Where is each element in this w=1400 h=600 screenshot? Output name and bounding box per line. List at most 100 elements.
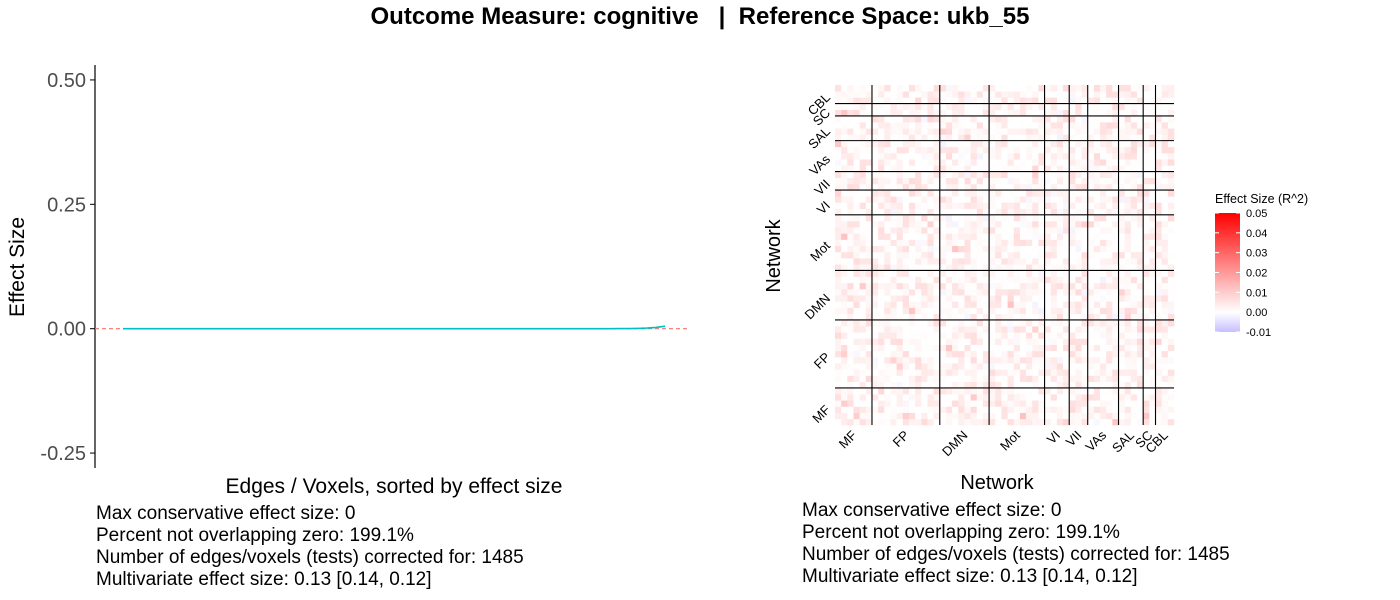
heatmap-cell — [1124, 418, 1132, 426]
heatmap-cell — [915, 153, 922, 160]
heatmap-cell — [970, 412, 978, 420]
heatmap-cell — [871, 202, 879, 209]
heatmap-cell — [970, 233, 978, 240]
heatmap-cell — [1013, 369, 1021, 376]
heatmap-cell — [1130, 363, 1138, 370]
heatmap-cell — [1038, 258, 1045, 265]
heatmap-cell — [921, 177, 928, 185]
heatmap-cell — [1149, 122, 1156, 129]
heatmap-cell — [921, 375, 928, 383]
heatmap-cell — [1118, 363, 1125, 370]
heatmap-cell — [1130, 406, 1138, 413]
heatmap-cell — [1038, 344, 1045, 352]
heatmap-y-tick-label: VII — [811, 176, 833, 198]
heatmap-cell — [1044, 418, 1052, 426]
heatmap-cell — [1075, 85, 1082, 92]
heatmap-cell — [896, 227, 904, 234]
heatmap-cell — [1001, 214, 1008, 222]
heatmap-cell — [1093, 400, 1101, 407]
heatmap-cell — [1050, 412, 1058, 420]
heatmap-cell — [933, 245, 941, 253]
heatmap-cell — [1019, 239, 1027, 247]
heatmap-cell — [952, 214, 959, 222]
heatmap-cell — [1013, 400, 1021, 407]
heatmap-cell — [1001, 221, 1008, 228]
heatmap-cell — [970, 140, 978, 148]
heatmap-cell — [995, 233, 1002, 240]
heatmap-cell — [1149, 227, 1156, 234]
heatmap-cell — [1100, 122, 1107, 129]
heatmap-cell — [841, 319, 848, 327]
heatmap-cell — [995, 332, 1002, 339]
heatmap-cell — [1081, 344, 1089, 352]
heatmap-cell — [989, 332, 996, 339]
heatmap-cell — [1081, 289, 1089, 296]
heatmap-cell — [1106, 233, 1113, 240]
heatmap-cell — [939, 369, 947, 376]
heatmap-cell — [853, 326, 860, 333]
heatmap-cell — [853, 270, 860, 277]
heatmap-cell — [1056, 394, 1064, 401]
heatmap-cell — [835, 319, 842, 327]
heatmap-cell — [976, 91, 984, 98]
heatmap-cell — [865, 115, 873, 123]
heatmap-cell — [1100, 165, 1107, 172]
heatmap-cell — [859, 171, 867, 179]
heatmap-cell — [939, 406, 947, 413]
heatmap-cell — [1149, 344, 1156, 352]
heatmap-cell — [902, 307, 910, 315]
heatmap-cell — [1019, 319, 1027, 327]
heatmap-cell — [1032, 381, 1039, 389]
heatmap-cell — [1026, 313, 1033, 321]
heatmap-cell — [927, 307, 934, 315]
heatmap-cell — [976, 357, 984, 364]
heatmap-cell — [865, 177, 873, 185]
heatmap-cell — [1007, 264, 1015, 271]
heatmap-cell — [976, 400, 984, 407]
heatmap-cell — [1100, 258, 1107, 265]
heatmap-cell — [1063, 140, 1070, 148]
heatmap-cell — [921, 264, 928, 271]
heatmap-cell — [1106, 301, 1113, 308]
heatmap-cell — [878, 221, 885, 228]
heatmap-cell — [1019, 221, 1027, 228]
heatmap-cell — [1112, 183, 1119, 191]
heatmap-cell — [1093, 103, 1101, 111]
heatmap-cell — [1075, 344, 1082, 352]
heatmap-cell — [1001, 332, 1008, 339]
heatmap-cell — [927, 171, 934, 179]
heatmap-cell — [884, 381, 891, 389]
heatmap-cell — [1026, 307, 1033, 315]
heatmap-cell — [958, 140, 965, 148]
heatmap-cell — [1056, 221, 1064, 228]
heatmap-cell — [853, 381, 860, 389]
heatmap-cell — [995, 375, 1002, 383]
heatmap-cell — [896, 387, 904, 395]
heatmap-cell — [933, 295, 941, 302]
heatmap-cell — [989, 387, 996, 395]
heatmap-cell — [865, 313, 873, 321]
heatmap-cell — [1081, 140, 1089, 148]
heatmap-cell — [847, 134, 854, 141]
heatmap-cell — [908, 85, 916, 92]
heatmap-cell — [1149, 282, 1156, 290]
heatmap-cell — [989, 221, 996, 228]
heatmap-cell — [1149, 258, 1156, 265]
heatmap-cell — [1075, 406, 1082, 413]
heatmap-cell — [1050, 357, 1058, 364]
heatmap-cell — [945, 326, 953, 333]
heatmap-cell — [835, 103, 842, 111]
heatmap-cell — [859, 264, 867, 271]
heatmap-cell — [841, 128, 848, 135]
heatmap-cell — [958, 258, 965, 265]
heatmap-cell — [952, 319, 959, 327]
heatmap-cell — [878, 270, 885, 277]
heatmap-cell — [1100, 115, 1107, 123]
heatmap-cell — [908, 264, 916, 271]
heatmap-cell — [1007, 406, 1015, 413]
heatmap-cell — [1063, 122, 1070, 129]
heatmap-cell — [841, 140, 848, 148]
heatmap-cell — [859, 369, 867, 376]
heatmap-cell — [1161, 313, 1169, 321]
heatmap-cell — [1075, 381, 1082, 389]
